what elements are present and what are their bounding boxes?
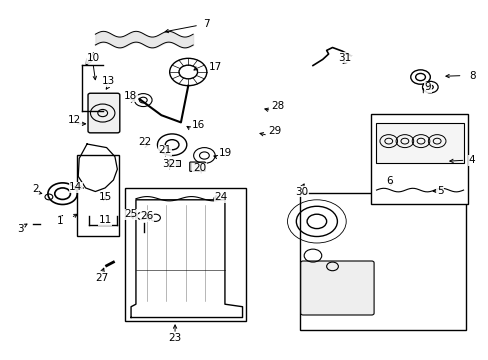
Text: 14: 14 — [69, 182, 82, 192]
Bar — [370, 114, 468, 204]
Text: 29: 29 — [267, 126, 281, 136]
Text: 16: 16 — [191, 120, 204, 130]
Text: 10: 10 — [86, 53, 99, 63]
Text: 18: 18 — [123, 91, 137, 102]
Text: 28: 28 — [271, 101, 284, 111]
Text: 6: 6 — [385, 176, 392, 186]
Text: 5: 5 — [436, 186, 443, 196]
Bar — [169, 160, 180, 166]
Text: 31: 31 — [338, 53, 351, 63]
Bar — [375, 123, 463, 163]
Text: 7: 7 — [203, 19, 210, 29]
Text: 15: 15 — [98, 192, 112, 202]
Text: 1: 1 — [57, 216, 63, 226]
FancyBboxPatch shape — [189, 162, 205, 171]
Text: 24: 24 — [214, 192, 227, 202]
Bar — [125, 188, 246, 321]
Text: 21: 21 — [158, 145, 172, 155]
Text: 27: 27 — [95, 273, 108, 283]
Bar — [77, 155, 119, 236]
Text: 17: 17 — [209, 62, 222, 72]
Text: 26: 26 — [140, 211, 153, 221]
FancyBboxPatch shape — [300, 261, 373, 315]
Text: 8: 8 — [468, 71, 475, 81]
Text: 13: 13 — [102, 76, 115, 86]
Text: 22: 22 — [138, 137, 151, 147]
Text: 23: 23 — [168, 333, 182, 343]
FancyBboxPatch shape — [88, 93, 120, 133]
Text: 2: 2 — [32, 184, 39, 194]
Text: 32: 32 — [162, 159, 175, 169]
Text: 4: 4 — [468, 155, 474, 165]
Text: 3: 3 — [17, 224, 24, 234]
Bar — [300, 193, 465, 330]
Text: 12: 12 — [68, 114, 81, 125]
Text: 11: 11 — [98, 215, 112, 225]
Text: 30: 30 — [295, 186, 308, 197]
Text: 19: 19 — [219, 148, 232, 158]
Text: 20: 20 — [193, 163, 205, 174]
Text: 25: 25 — [123, 209, 137, 219]
Text: 9: 9 — [424, 82, 430, 92]
